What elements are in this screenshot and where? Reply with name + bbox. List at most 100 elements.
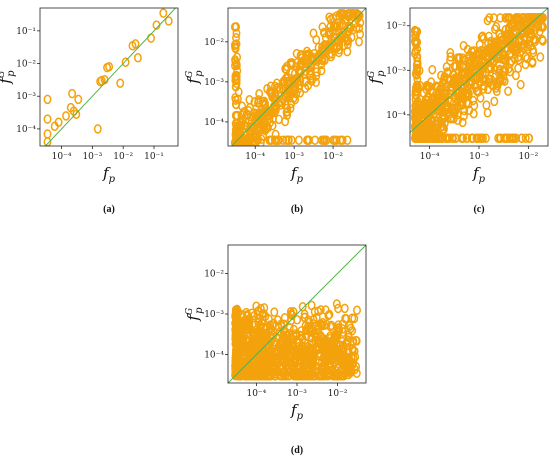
- x-tick-label: 10⁻³: [284, 152, 304, 162]
- data-point: [538, 36, 547, 46]
- data-point: [232, 70, 241, 81]
- data-point: [442, 133, 450, 143]
- data-point: [331, 333, 340, 343]
- data-point: [266, 371, 275, 381]
- data-point: [306, 65, 315, 76]
- data-point: [309, 358, 318, 368]
- data-point: [514, 13, 522, 23]
- x-axis-label: fp: [102, 164, 116, 185]
- data-point: [411, 31, 420, 41]
- x-tick-label: 10⁻²: [323, 152, 343, 162]
- data-point: [343, 135, 352, 145]
- data-point: [233, 371, 242, 381]
- data-point: [237, 110, 246, 120]
- data-point: [351, 352, 360, 362]
- data-point: [352, 22, 361, 33]
- data-point: [356, 29, 365, 39]
- data-point: [333, 41, 342, 52]
- data-point: [443, 67, 452, 77]
- data-point: [298, 302, 307, 312]
- data-point: [294, 83, 303, 94]
- x-tick-label: 10⁻²: [113, 152, 133, 162]
- data-point: [43, 129, 52, 139]
- data-point: [514, 63, 523, 74]
- data-point: [467, 57, 476, 67]
- data-point: [270, 371, 279, 381]
- data-point: [509, 133, 517, 143]
- data-point: [255, 313, 263, 324]
- y-tick-label: 10⁻²: [204, 269, 224, 279]
- x-tick-label: 10⁻³: [287, 389, 307, 399]
- data-point: [325, 12, 334, 22]
- data-point: [483, 84, 492, 95]
- data-point: [339, 9, 348, 19]
- data-point: [267, 109, 275, 119]
- panel-d: 10⁻⁴ 10⁻³ 10⁻² 10⁻⁴ 10⁻³ 10⁻² fp fGp (d): [184, 244, 367, 456]
- data-point: [300, 312, 309, 323]
- data-point: [232, 99, 241, 110]
- data-point: [339, 341, 348, 352]
- data-point: [269, 318, 278, 329]
- data-point: [263, 83, 272, 94]
- data-point: [490, 96, 499, 107]
- data-point: [231, 55, 239, 65]
- markers-d: [231, 299, 361, 381]
- data-point: [446, 48, 455, 58]
- data-point: [483, 108, 492, 118]
- data-point: [412, 80, 421, 90]
- markers-b: [230, 9, 365, 146]
- identity-line: [45, 8, 176, 146]
- data-point: [536, 52, 545, 62]
- data-point: [483, 15, 492, 26]
- data-point: [236, 371, 245, 381]
- data-point: [251, 349, 260, 360]
- data-point: [284, 135, 293, 145]
- data-point: [233, 348, 242, 359]
- data-point: [434, 101, 443, 111]
- data-point: [293, 315, 302, 325]
- data-point: [510, 42, 518, 53]
- data-point: [424, 82, 433, 93]
- data-point: [242, 321, 251, 331]
- data-point: [292, 371, 301, 381]
- x-tick-label: 10⁻³: [469, 152, 489, 162]
- data-point: [412, 120, 421, 131]
- data-point: [491, 24, 499, 35]
- data-point: [231, 326, 240, 337]
- data-point: [231, 306, 240, 317]
- data-point: [519, 43, 528, 54]
- data-point: [482, 100, 491, 110]
- data-point: [450, 109, 459, 119]
- data-point: [458, 97, 467, 107]
- y-axis-label: fGp: [0, 70, 17, 85]
- data-point: [131, 39, 140, 49]
- data-point: [322, 135, 331, 145]
- y-tick-label: 10⁻⁴: [386, 111, 406, 121]
- data-point: [507, 18, 516, 29]
- data-point: [338, 135, 347, 145]
- data-point: [255, 371, 264, 381]
- data-point: [301, 66, 310, 76]
- data-point: [285, 360, 294, 371]
- data-point: [320, 320, 329, 330]
- data-point: [411, 48, 419, 59]
- data-point: [428, 64, 437, 75]
- data-point: [329, 342, 338, 352]
- data-point: [159, 8, 168, 18]
- data-point: [341, 355, 350, 366]
- y-tick-label: 10⁻¹: [16, 27, 36, 37]
- data-point: [493, 53, 502, 64]
- data-point: [329, 135, 338, 145]
- data-point: [527, 41, 535, 51]
- data-point: [436, 91, 445, 101]
- data-point: [493, 80, 502, 91]
- data-point: [72, 109, 81, 120]
- data-point: [292, 48, 301, 59]
- data-point: [474, 86, 483, 96]
- y-tick-label: 10⁻²: [204, 38, 224, 48]
- data-point: [301, 77, 310, 87]
- data-point: [412, 36, 421, 46]
- data-point: [340, 303, 349, 314]
- data-point: [472, 133, 481, 143]
- data-point: [74, 94, 83, 105]
